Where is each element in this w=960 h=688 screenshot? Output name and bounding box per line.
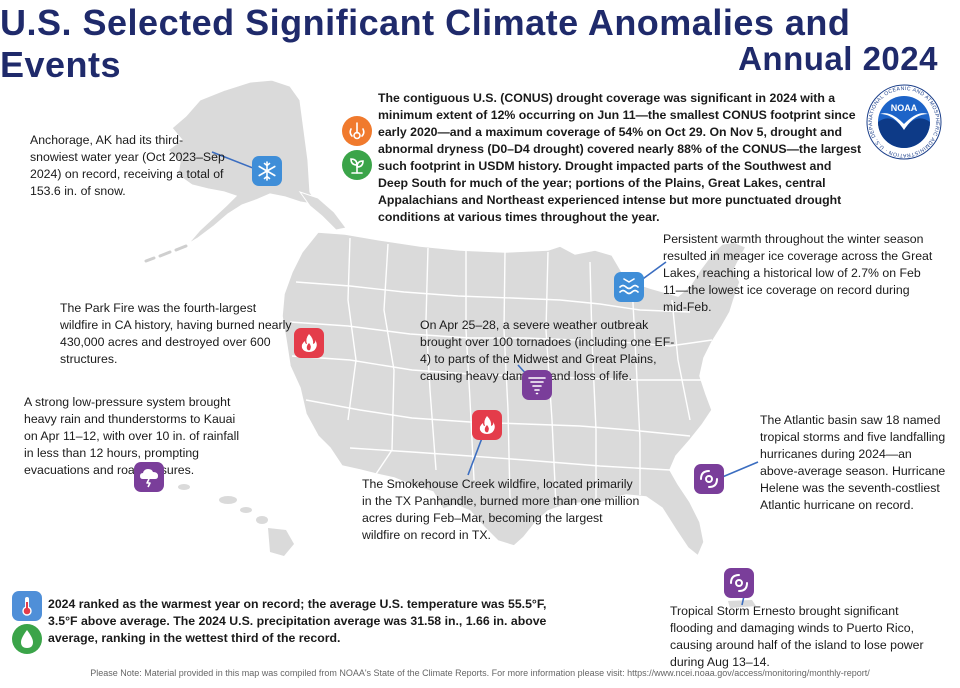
noaa-wordmark: NOAA [891, 103, 918, 113]
ice-water-icon [614, 272, 644, 302]
footer-note: Please Note: Material provided in this m… [90, 668, 870, 678]
aleutian-islands [144, 244, 188, 263]
alaska-panhandle [298, 191, 347, 231]
park-fire-note: The Park Fire was the fourth-largest wil… [60, 301, 292, 366]
drought-plant-icon [342, 150, 372, 180]
tornado-outbreak-note: On Apr 25–28, a severe weather outbreak … [420, 318, 675, 383]
conus-shape [281, 231, 748, 558]
dry-temperature-icon [342, 116, 372, 146]
tornado-icon [522, 370, 552, 400]
hurricane-icon [694, 464, 724, 494]
page-title: U.S. Selected Significant Climate Anomal… [0, 2, 851, 85]
national-summary-note: 2024 ranked as the warmest year on recor… [48, 597, 547, 645]
great-lakes-ice-note: Persistent warmth throughout the winter … [663, 232, 933, 314]
smokehouse-fire-note: The Smokehouse Creek wildfire, located p… [362, 477, 640, 542]
raindrop-icon [12, 624, 42, 654]
alaska-snow-note: Anchorage, AK had its third-snowiest wat… [30, 133, 225, 198]
kauai-storm-note: A strong low-pressure system brought hea… [24, 395, 240, 477]
drought-note: The contiguous U.S. (CONUS) drought cove… [378, 91, 862, 224]
thermometer-icon [12, 591, 42, 621]
alaska-shape [167, 79, 320, 245]
ernesto-note: Tropical Storm Ernesto brought significa… [670, 604, 924, 669]
hurricane-icon [724, 568, 754, 598]
state-borders [289, 237, 713, 507]
thunderstorm-icon [134, 462, 164, 492]
wildfire-icon [294, 328, 324, 358]
noaa-logo: NATIONAL OCEANIC AND ATMOSPHERIC ADMINIS… [866, 84, 942, 160]
snowflake-icon [252, 156, 282, 186]
hawaii-shape [178, 484, 294, 556]
page-subtitle: Annual 2024 [738, 40, 938, 77]
wildfire-icon [472, 410, 502, 440]
atlantic-hurricane-note: The Atlantic basin saw 18 named tropical… [760, 413, 946, 512]
